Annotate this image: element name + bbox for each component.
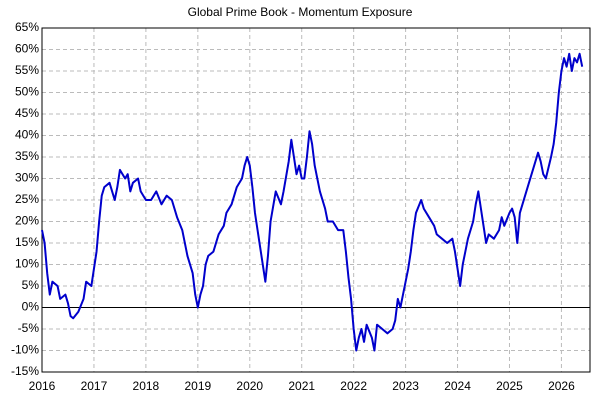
x-tick-label: 2022 xyxy=(340,379,367,393)
y-tick-label: 65% xyxy=(15,20,39,34)
y-tick-label: 15% xyxy=(15,235,39,249)
y-tick-label: 45% xyxy=(15,106,39,120)
y-tick-label: 50% xyxy=(15,85,39,99)
y-tick-label: -5% xyxy=(18,321,40,335)
y-tick-label: 55% xyxy=(15,63,39,77)
y-tick-label: -15% xyxy=(11,364,39,378)
x-tick-label: 2024 xyxy=(444,379,471,393)
y-tick-label: 10% xyxy=(15,257,39,271)
x-tick-label: 2021 xyxy=(288,379,315,393)
y-tick-label: 30% xyxy=(15,171,39,185)
x-tick-label: 2019 xyxy=(184,379,211,393)
y-tick-label: 25% xyxy=(15,192,39,206)
y-tick-label: 60% xyxy=(15,42,39,56)
y-tick-label: 5% xyxy=(22,278,40,292)
x-tick-label: 2025 xyxy=(496,379,523,393)
x-tick-label: 2016 xyxy=(29,379,56,393)
x-tick-label: 2020 xyxy=(236,379,263,393)
plot-frame xyxy=(41,27,591,373)
y-tick-label: 0% xyxy=(22,300,40,314)
y-tick-label: 35% xyxy=(15,149,39,163)
data-line xyxy=(41,52,584,352)
x-tick-label: 2026 xyxy=(548,379,575,393)
y-tick-label: 20% xyxy=(15,214,39,228)
x-tick-label: 2018 xyxy=(133,379,160,393)
y-tick-label: 40% xyxy=(15,128,39,142)
y-tick-label: -10% xyxy=(11,343,39,357)
x-tick-label: 2017 xyxy=(81,379,108,393)
x-tick-label: 2023 xyxy=(392,379,419,393)
chart-title: Global Prime Book - Momentum Exposure xyxy=(188,5,413,19)
